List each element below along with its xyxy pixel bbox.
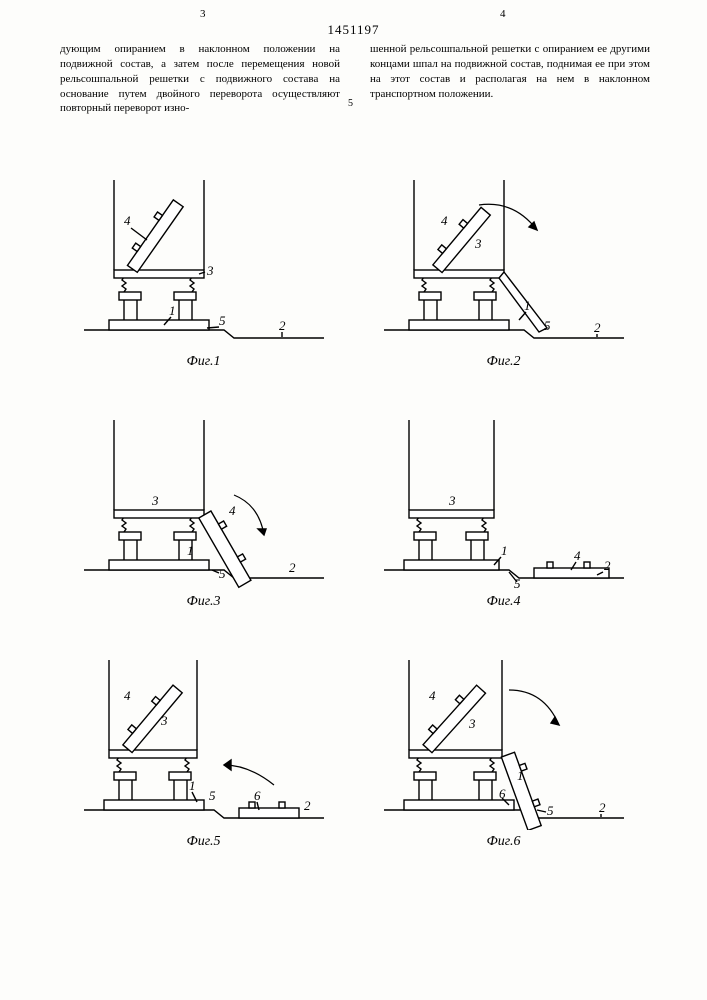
svg-text:5: 5 (219, 313, 226, 328)
svg-text:3: 3 (160, 713, 168, 728)
figure-caption: Фиг.4 (374, 594, 634, 610)
svg-text:5: 5 (209, 788, 216, 803)
page: 3 4 1451197 дующим опиранием в наклонном… (0, 0, 707, 1000)
figure-3: 3 4 1 5 2 Фиг.3 (74, 410, 334, 610)
svg-text:2: 2 (594, 320, 601, 335)
figure-1: 4 3 1 5 2 Фиг.1 (74, 170, 334, 370)
svg-text:1: 1 (187, 543, 194, 558)
svg-text:4: 4 (574, 548, 581, 563)
svg-text:3: 3 (448, 493, 456, 508)
svg-text:6: 6 (254, 788, 261, 803)
svg-text:5: 5 (547, 803, 554, 818)
figure-caption: Фиг.2 (374, 354, 634, 370)
svg-text:1: 1 (524, 298, 531, 313)
page-num-right: 4 (500, 8, 506, 20)
patent-number: 1451197 (327, 22, 379, 38)
svg-text:4: 4 (124, 213, 131, 228)
figure-caption: Фиг.3 (74, 594, 334, 610)
svg-text:2: 2 (599, 800, 606, 815)
figure-4: 3 1 4 2 5 Фиг.4 (374, 410, 634, 610)
text-column-right: шенной рельсошпальной решетки с опирание… (370, 42, 650, 101)
svg-text:5: 5 (514, 576, 521, 590)
svg-text:2: 2 (279, 318, 286, 333)
svg-text:1: 1 (189, 778, 196, 793)
svg-text:1: 1 (501, 543, 508, 558)
svg-text:4: 4 (229, 503, 236, 518)
svg-text:4: 4 (429, 688, 436, 703)
figure-2: 4 3 1 5 2 Фиг.2 (374, 170, 634, 370)
figure-row: 4 3 1 5 2 Фиг.1 (0, 170, 707, 370)
figure-row: 4 3 1 5 6 2 Фиг.5 (0, 650, 707, 850)
svg-text:3: 3 (151, 493, 159, 508)
svg-text:3: 3 (474, 236, 482, 251)
svg-text:2: 2 (289, 560, 296, 575)
svg-text:1: 1 (517, 768, 524, 783)
svg-text:4: 4 (441, 213, 448, 228)
figure-caption: Фиг.6 (374, 834, 634, 850)
line-number: 5 (348, 98, 353, 109)
svg-text:3: 3 (468, 716, 476, 731)
figure-5: 4 3 1 5 6 2 Фиг.5 (74, 650, 334, 850)
text-column-left: дующим опиранием в наклонном положении н… (60, 42, 340, 116)
svg-text:1: 1 (169, 303, 176, 318)
figure-6: 4 3 1 6 5 2 Фиг.6 (374, 650, 634, 850)
figure-caption: Фиг.1 (74, 354, 334, 370)
svg-text:3: 3 (206, 263, 214, 278)
svg-text:5: 5 (544, 318, 551, 333)
figure-row: 3 4 1 5 2 Фиг.3 (0, 410, 707, 610)
figures-container: 4 3 1 5 2 Фиг.1 (0, 170, 707, 890)
svg-text:5: 5 (219, 566, 226, 581)
svg-text:2: 2 (604, 558, 611, 573)
svg-text:2: 2 (304, 798, 311, 813)
figure-caption: Фиг.5 (74, 834, 334, 850)
svg-text:4: 4 (124, 688, 131, 703)
page-num-left: 3 (200, 8, 206, 20)
